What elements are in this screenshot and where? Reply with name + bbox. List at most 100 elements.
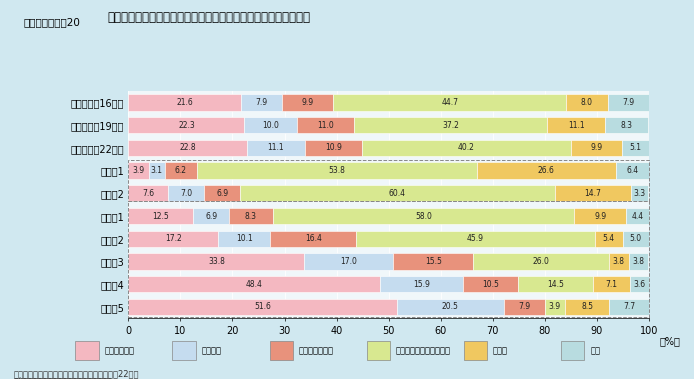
Text: 5.4: 5.4: [603, 234, 615, 243]
Bar: [241, 94, 282, 111]
Text: 3.3: 3.3: [634, 189, 646, 198]
Text: 16.4: 16.4: [305, 234, 321, 243]
Text: 3.9: 3.9: [549, 302, 561, 312]
Text: 17.2: 17.2: [164, 234, 182, 243]
Text: 53.8: 53.8: [329, 166, 346, 175]
Bar: [565, 299, 609, 315]
Text: 17.0: 17.0: [340, 257, 357, 266]
Bar: [128, 117, 244, 133]
Text: 10.0: 10.0: [262, 121, 279, 130]
FancyBboxPatch shape: [366, 341, 390, 360]
Bar: [623, 139, 649, 156]
Text: 11.0: 11.0: [316, 121, 334, 130]
Text: 8.5: 8.5: [581, 302, 593, 312]
Text: 51.6: 51.6: [254, 302, 271, 312]
Bar: [218, 230, 271, 247]
Text: 8.3: 8.3: [620, 121, 633, 130]
Bar: [629, 253, 648, 270]
Bar: [128, 159, 649, 182]
Text: 6.4: 6.4: [626, 166, 638, 175]
FancyBboxPatch shape: [464, 341, 487, 360]
Text: 20.5: 20.5: [442, 302, 459, 312]
Text: 5.1: 5.1: [629, 143, 642, 152]
Bar: [197, 162, 477, 179]
Bar: [240, 185, 555, 202]
Text: 14.5: 14.5: [547, 280, 564, 289]
Text: 48.4: 48.4: [246, 280, 263, 289]
FancyBboxPatch shape: [269, 341, 293, 360]
Text: 9.9: 9.9: [594, 211, 607, 221]
Text: 10.5: 10.5: [482, 280, 499, 289]
Text: 9.9: 9.9: [302, 98, 314, 107]
Text: 3.6: 3.6: [634, 280, 645, 289]
Text: 7.7: 7.7: [623, 302, 636, 312]
Bar: [593, 276, 630, 293]
Bar: [575, 208, 626, 224]
Text: 3.8: 3.8: [613, 257, 625, 266]
Bar: [128, 162, 149, 179]
Text: 3.1: 3.1: [151, 166, 163, 175]
Text: 同居している主な介護者の介護時間（要介護者等の要介護度別）: 同居している主な介護者の介護時間（要介護者等の要介護度別）: [108, 11, 311, 23]
Text: 60.4: 60.4: [389, 189, 406, 198]
Text: 半日程度: 半日程度: [201, 346, 221, 355]
Text: 26.6: 26.6: [538, 166, 555, 175]
Bar: [608, 94, 649, 111]
Bar: [623, 230, 649, 247]
Text: 44.7: 44.7: [441, 98, 458, 107]
Text: 3.8: 3.8: [632, 257, 645, 266]
Bar: [128, 227, 649, 250]
Text: 11.1: 11.1: [568, 121, 584, 130]
Bar: [305, 139, 362, 156]
Bar: [128, 299, 397, 315]
Text: 必要な時に手をかす程度: 必要な時に手をかす程度: [396, 346, 451, 355]
Bar: [296, 117, 354, 133]
Text: (注）「総数」には要介護度不詳を含む。: (注）「総数」には要介護度不詳を含む。: [14, 376, 112, 379]
Bar: [545, 299, 565, 315]
Bar: [128, 230, 218, 247]
Text: （%）: （%）: [659, 337, 680, 346]
Text: 8.0: 8.0: [581, 98, 593, 107]
Bar: [164, 162, 197, 179]
Bar: [504, 299, 545, 315]
Text: ２～３時間程度: ２～３時間程度: [298, 346, 334, 355]
Bar: [128, 160, 649, 201]
Text: 6.9: 6.9: [205, 211, 217, 221]
Text: 10.1: 10.1: [236, 234, 253, 243]
Bar: [356, 230, 595, 247]
Bar: [271, 230, 356, 247]
Text: 26.0: 26.0: [533, 257, 550, 266]
Bar: [128, 201, 649, 317]
Bar: [128, 136, 649, 159]
Text: 10.9: 10.9: [325, 143, 341, 152]
Bar: [473, 253, 609, 270]
Bar: [616, 162, 649, 179]
Bar: [304, 253, 393, 270]
Text: 11.1: 11.1: [268, 143, 285, 152]
Text: 5.0: 5.0: [630, 234, 642, 243]
Bar: [149, 162, 164, 179]
Bar: [605, 117, 648, 133]
Bar: [247, 139, 305, 156]
Bar: [128, 139, 247, 156]
Text: ほとんど終日: ほとんど終日: [104, 346, 135, 355]
Bar: [548, 117, 605, 133]
FancyBboxPatch shape: [75, 341, 99, 360]
Bar: [282, 94, 333, 111]
Bar: [128, 205, 649, 227]
Text: 7.1: 7.1: [606, 280, 618, 289]
Bar: [463, 276, 518, 293]
Text: その他: その他: [493, 346, 508, 355]
FancyBboxPatch shape: [172, 341, 196, 360]
Bar: [354, 117, 548, 133]
Text: 3.9: 3.9: [133, 166, 144, 175]
Text: 14.7: 14.7: [584, 189, 602, 198]
Bar: [609, 253, 629, 270]
Bar: [362, 139, 570, 156]
Text: 不詳: 不詳: [590, 346, 600, 355]
Bar: [566, 94, 608, 111]
Bar: [128, 185, 168, 202]
Bar: [194, 208, 229, 224]
Bar: [570, 139, 623, 156]
Text: 7.0: 7.0: [180, 189, 192, 198]
Text: 6.9: 6.9: [217, 189, 228, 198]
